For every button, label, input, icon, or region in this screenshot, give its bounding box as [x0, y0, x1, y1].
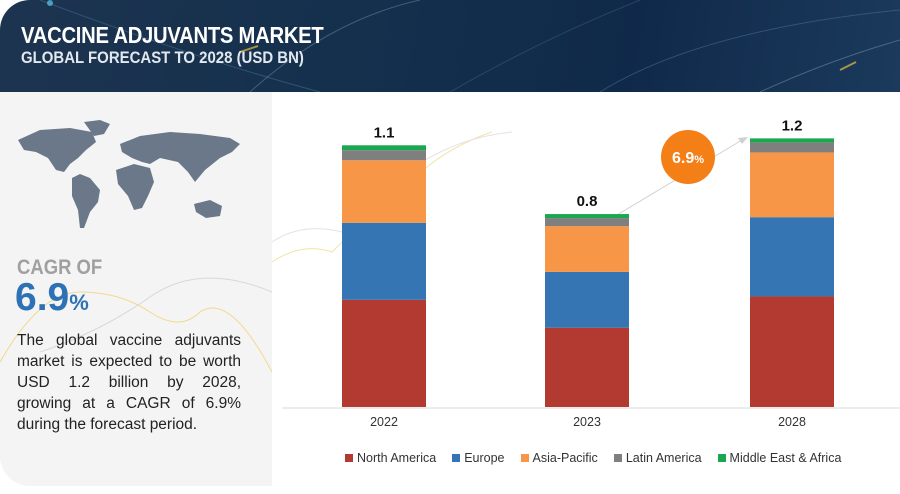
legend-item-europe: Europe [452, 451, 505, 465]
chart-legend: North America Europe Asia-Pacific Latin Ame… [345, 451, 841, 465]
page-subtitle: GLOBAL FORECAST TO 2028 (USD BN) [21, 48, 304, 67]
x-tick-label-2022: 2022 [370, 415, 398, 429]
market-description: The global vaccine adjuvants market is e… [17, 332, 241, 433]
bar-segment-2028-asia-pacific [750, 152, 834, 218]
legend-item-asia-pacific: Asia-Pacific [520, 451, 598, 465]
cagr-percent-sign: % [69, 290, 89, 315]
bar-segment-2022-latin-america [342, 150, 426, 161]
bar-segment-2028-middle-east-africa [750, 138, 834, 143]
bar-segment-2023-latin-america [545, 218, 629, 227]
trend-arrow-head-icon [738, 137, 748, 144]
bar-segment-2028-latin-america [750, 142, 834, 153]
legend-label: North America [357, 451, 437, 465]
growth-badge-circle [661, 130, 715, 184]
bar-segment-2028-north-america [750, 296, 834, 407]
left-info-panel: CAGR OF 6.9% The global vaccine adjuvant… [0, 92, 272, 486]
x-tick-label-2023: 2023 [573, 415, 601, 429]
legend-label: Europe [464, 451, 505, 465]
legend-swatch [520, 454, 529, 462]
bar-segment-2023-middle-east-africa [545, 214, 629, 219]
growth-badge-text: 6.9% [672, 150, 704, 167]
world-map-icon [0, 120, 272, 373]
growth-badge-value: 6.9 [672, 150, 694, 167]
chart-area: 2022 2023 2028 1.1 0.8 1.2 6.9% [271, 92, 900, 489]
bar-segment-2023-north-america [545, 327, 629, 407]
bar-segment-2023-asia-pacific [545, 226, 629, 272]
legend-item-middle-east-africa: Middle East & Africa [717, 451, 842, 465]
header-background-decoration [39, 0, 900, 92]
legend-swatch [345, 454, 353, 462]
x-tick-label-2028: 2028 [778, 415, 806, 429]
bar-segment-2022-north-america [342, 299, 426, 407]
bar-segment-2028-europe [750, 217, 834, 297]
legend-label: Latin America [625, 451, 702, 465]
cagr-label: CAGR OF [17, 256, 103, 279]
legend-item-latin-america: Latin America [613, 451, 702, 465]
bar-segment-2022-middle-east-africa [342, 145, 426, 151]
bar-segment-2023-europe [545, 271, 629, 328]
bar-segment-2022-asia-pacific [342, 160, 426, 223]
bar-total-label-2022: 1.1 [374, 124, 395, 141]
legend-swatch [613, 454, 622, 462]
legend-swatch [717, 454, 726, 462]
page-title: VACCINE ADJUVANTS MARKET [21, 22, 324, 48]
growth-badge-unit: % [694, 154, 704, 166]
legend-label: Asia-Pacific [532, 451, 598, 465]
stacked-bar-chart: 2022 2023 2028 1.1 0.8 1.2 6.9% [271, 117, 900, 429]
growth-badge: 6.9% [661, 130, 715, 184]
bar-segment-2022-europe [342, 222, 426, 300]
cagr-number: 6.9 [15, 276, 70, 319]
header-banner: VACCINE ADJUVANTS MARKET GLOBAL FORECAST… [0, 0, 900, 92]
legend-swatch [452, 454, 461, 462]
bar-total-label-2023: 0.8 [577, 193, 598, 210]
bar-total-label-2028: 1.2 [782, 117, 803, 134]
cagr-value: 6.9% [15, 276, 89, 320]
legend-label: Middle East & Africa [729, 451, 842, 465]
legend-item-north-america: North America [345, 451, 436, 465]
